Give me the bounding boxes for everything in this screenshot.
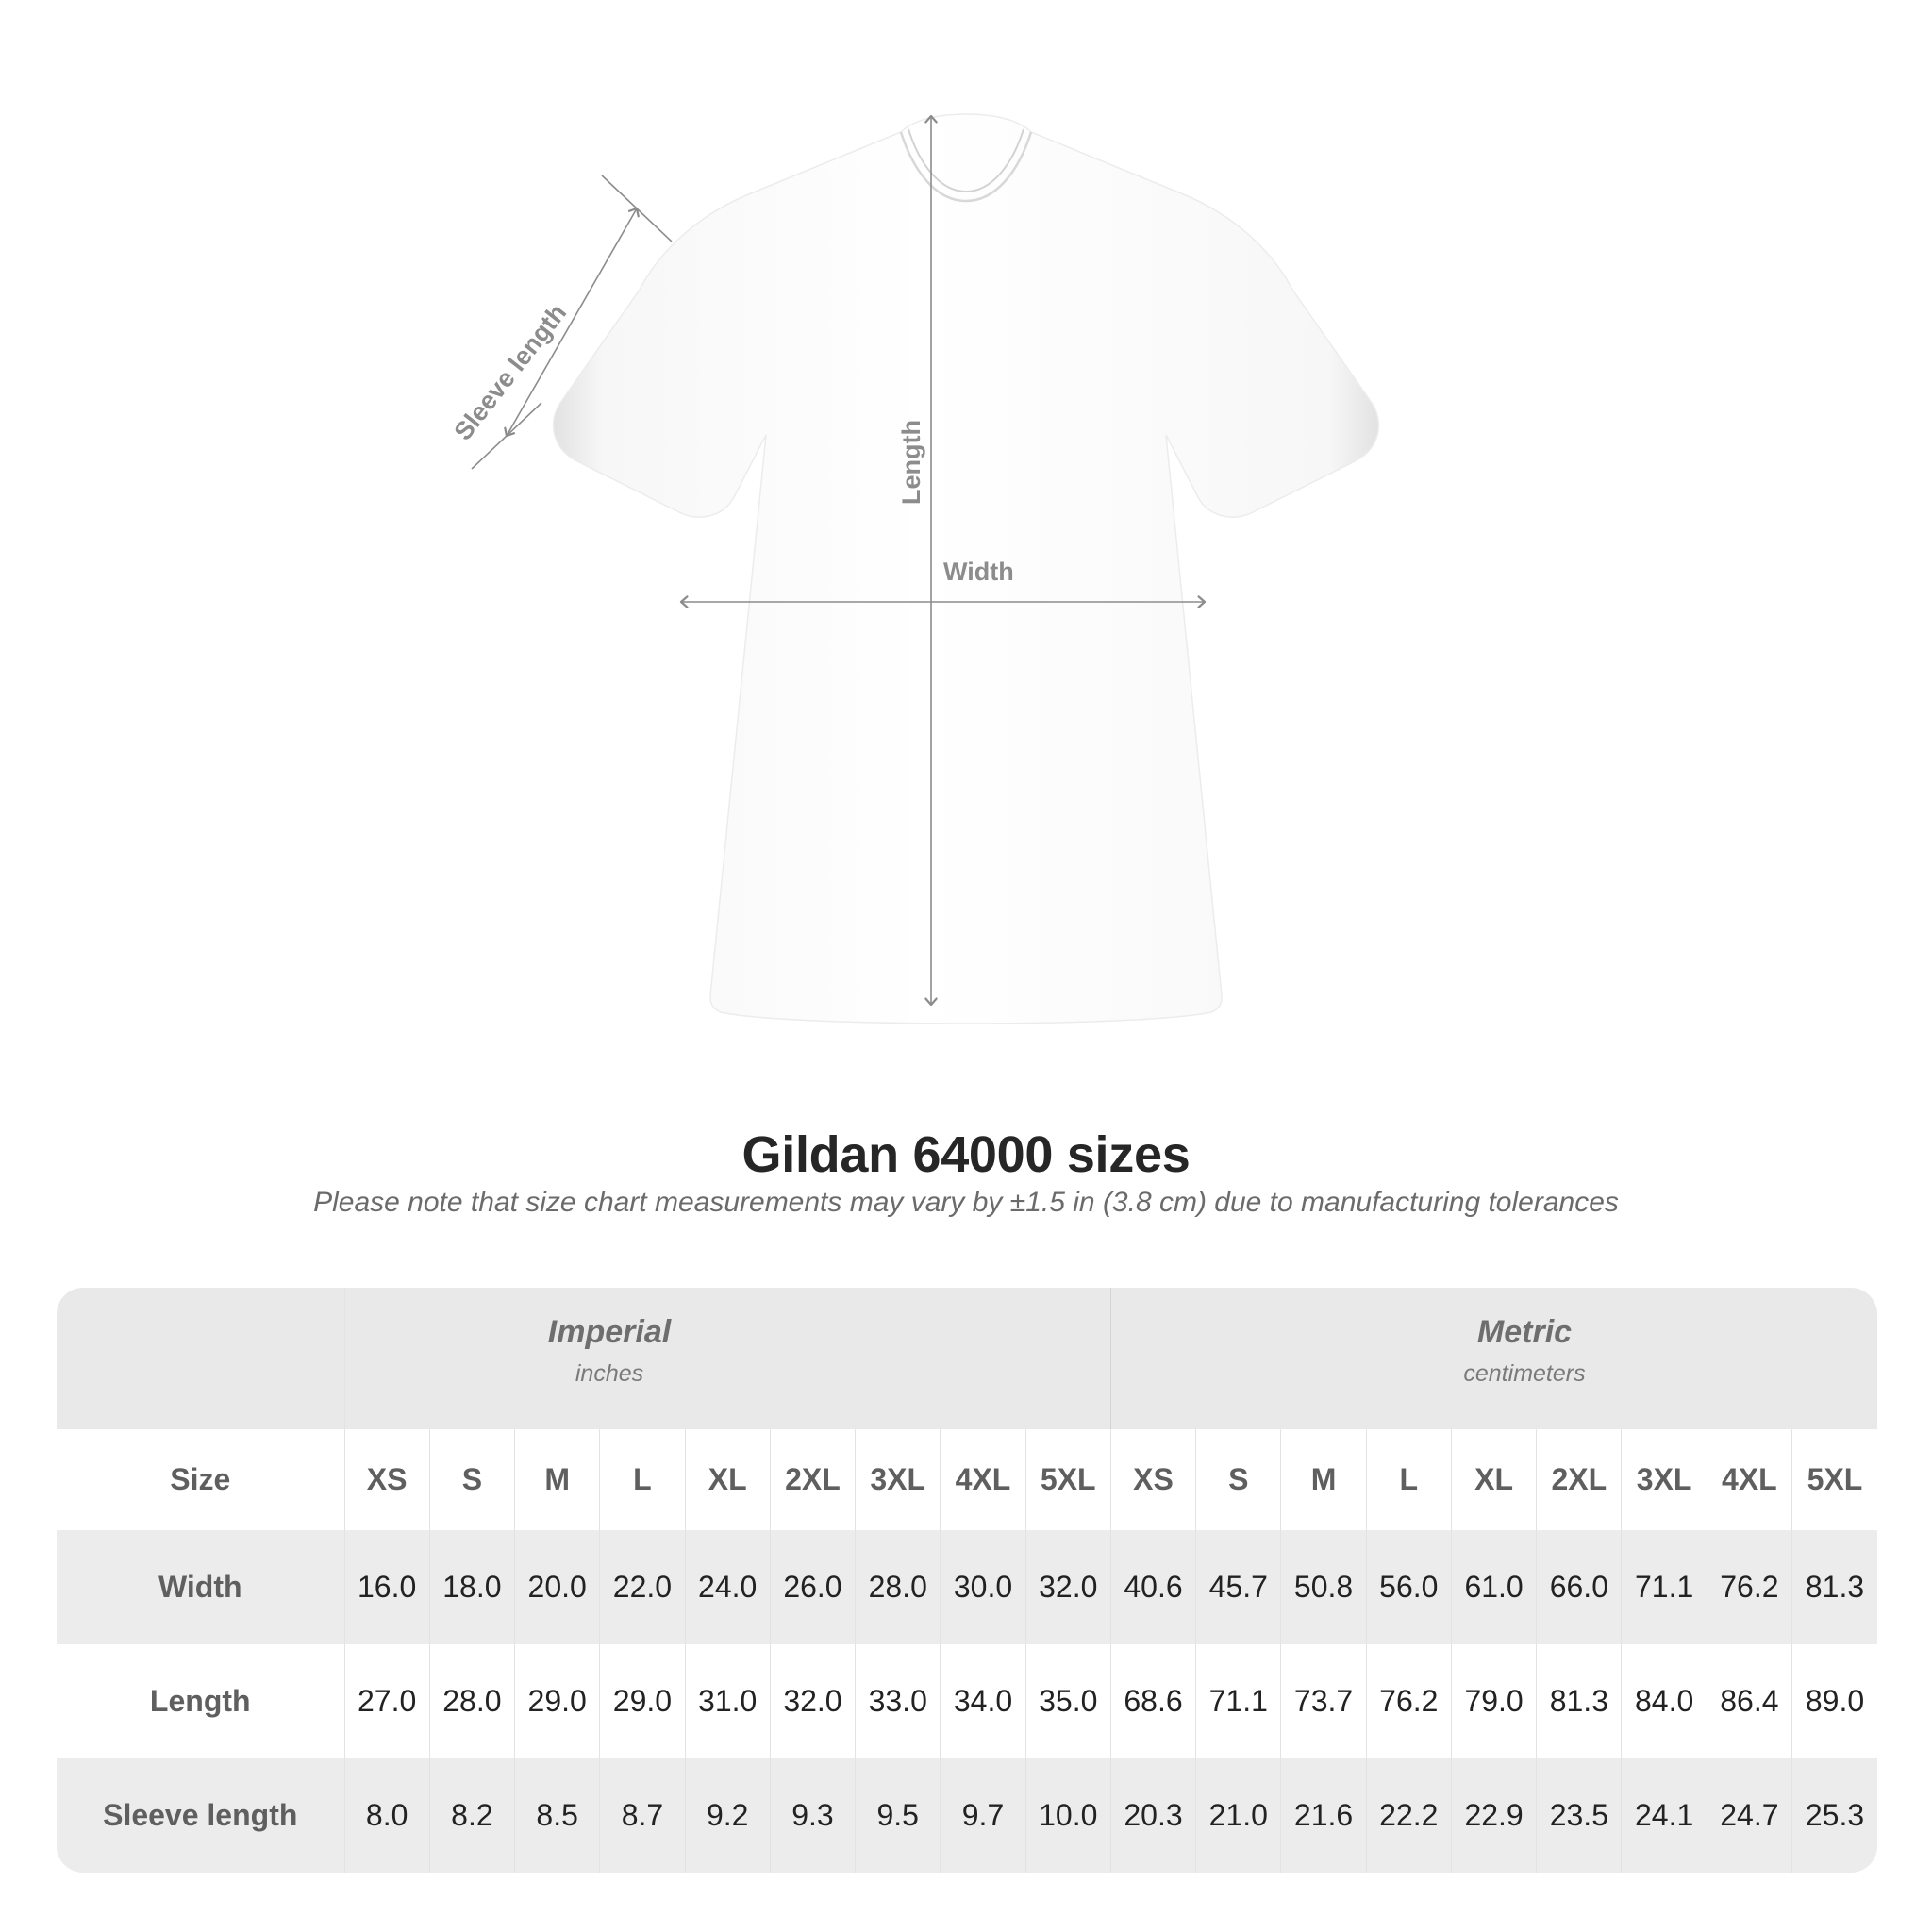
svg-text:Width: Width [943, 558, 1014, 586]
svg-text:Length: Length [897, 420, 925, 505]
